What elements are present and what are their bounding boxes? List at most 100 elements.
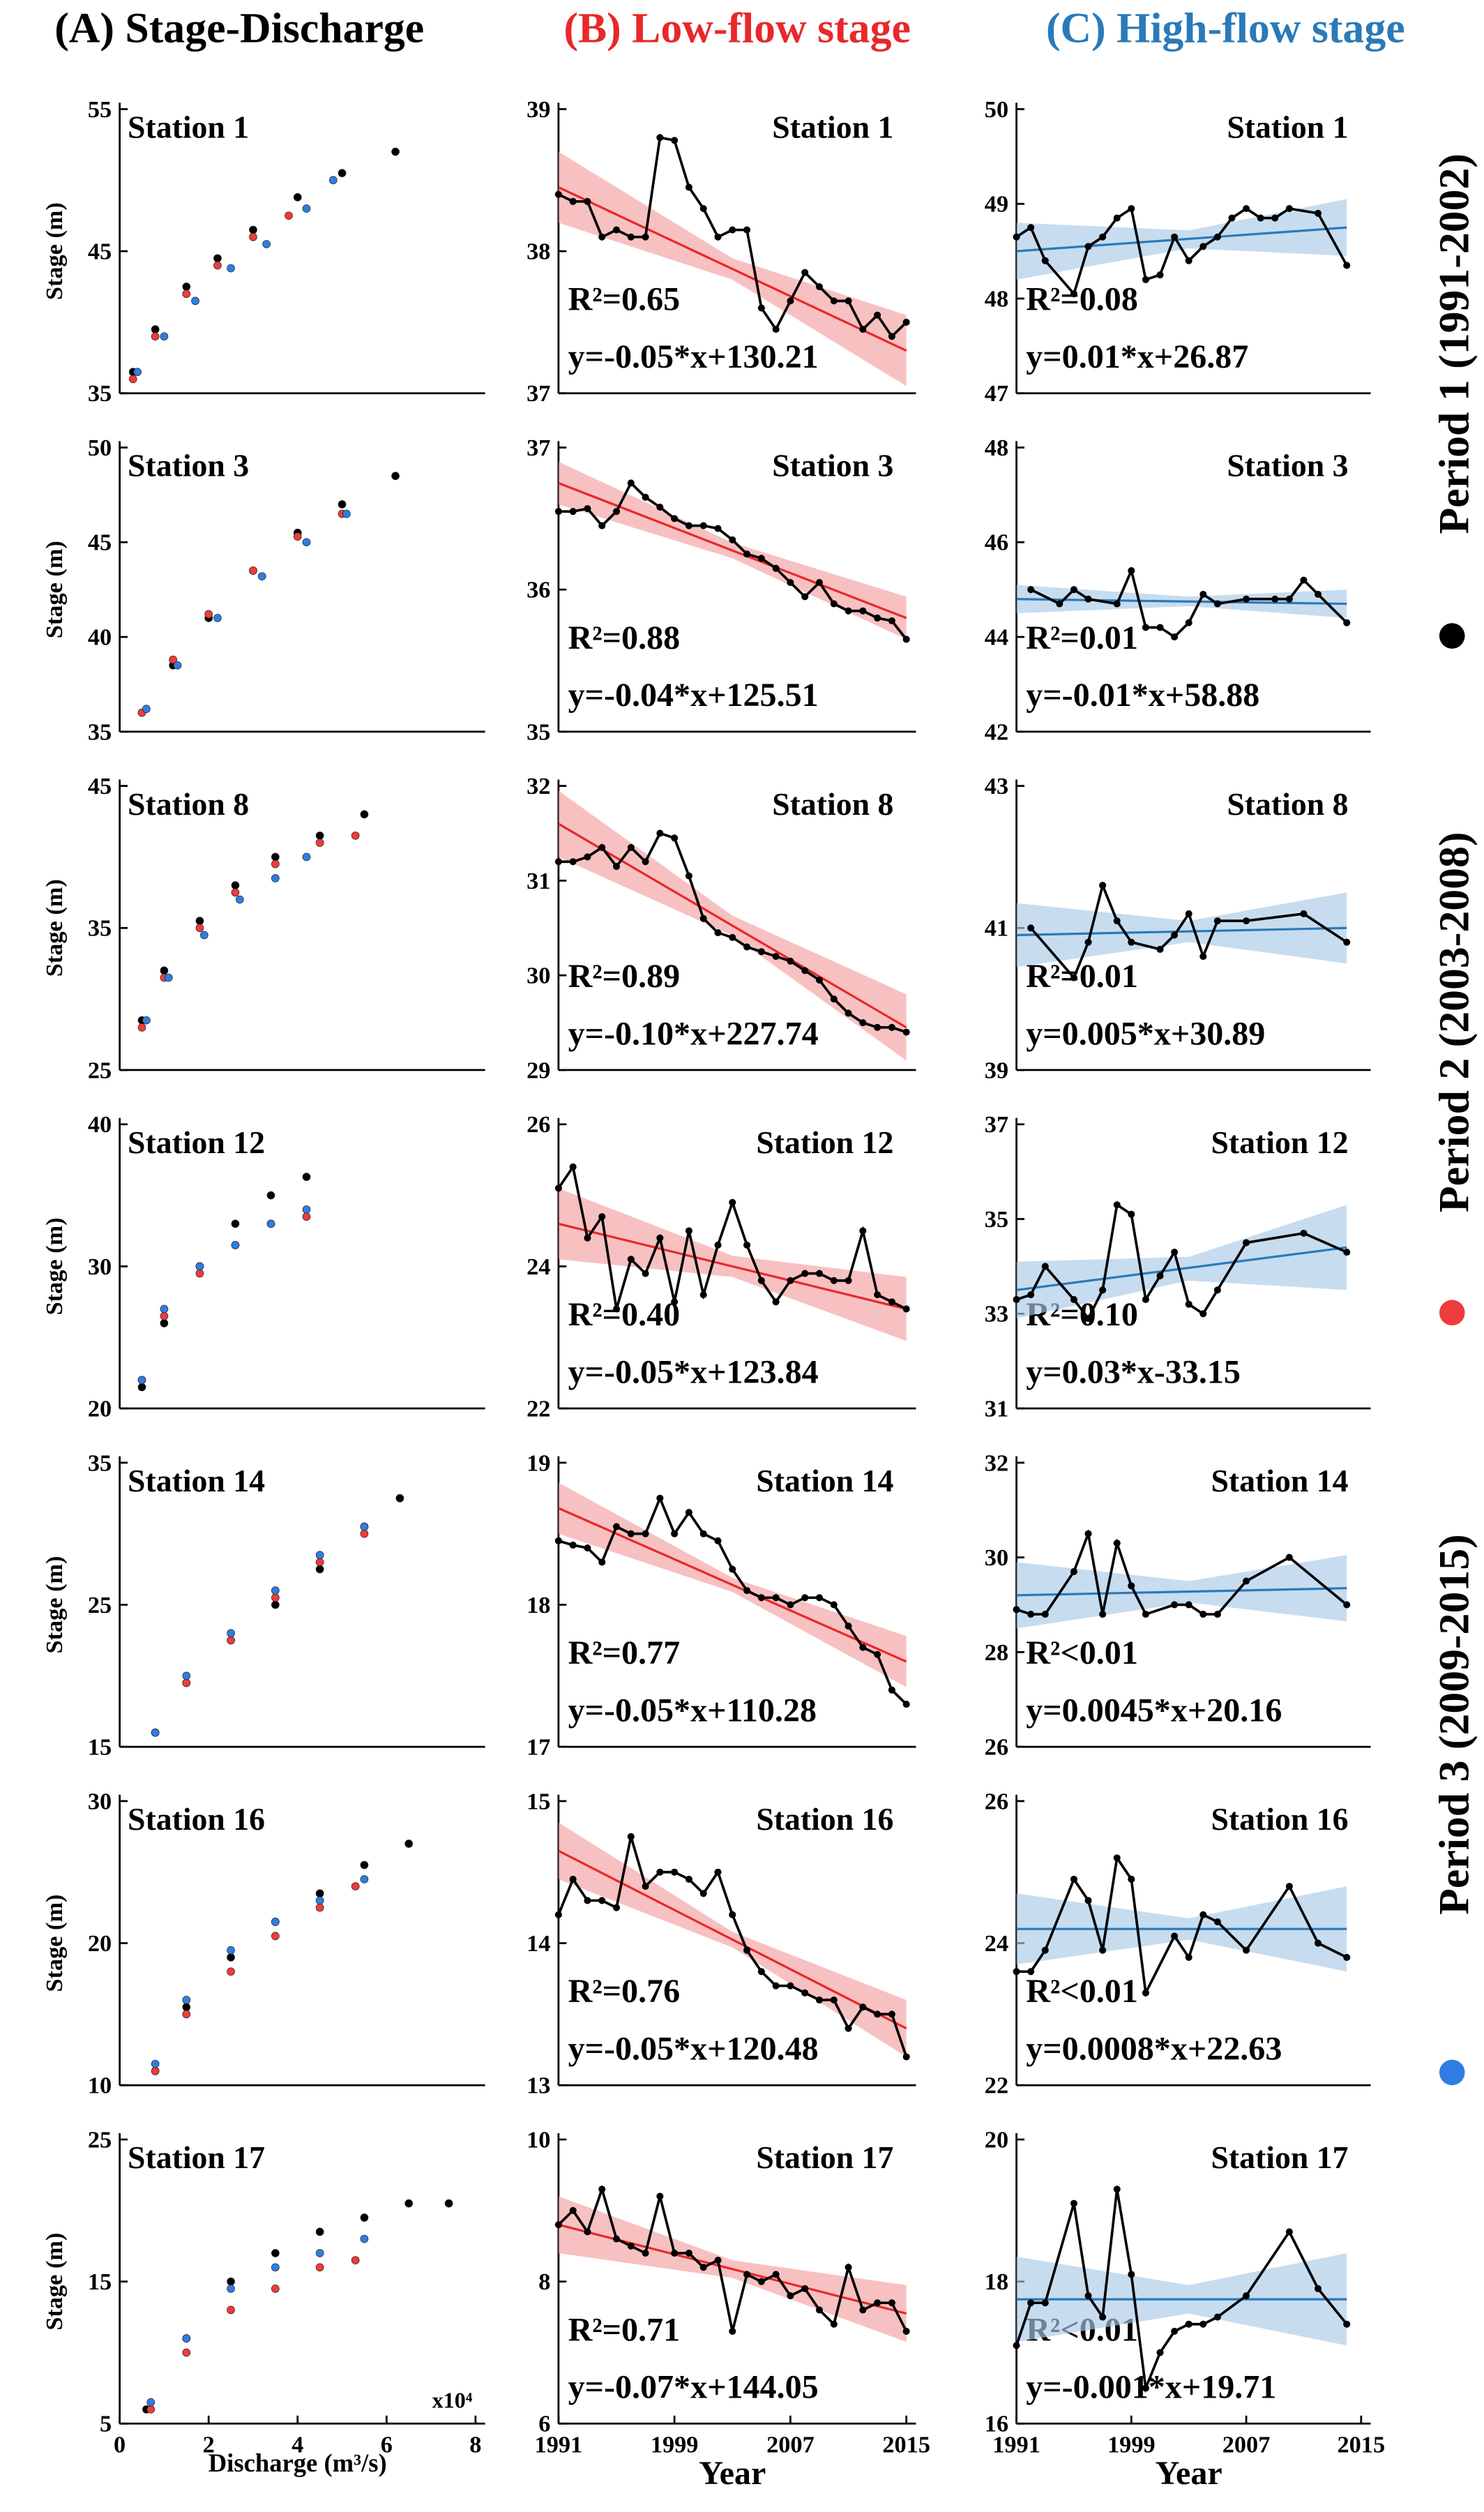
data-point <box>1113 1540 1121 1547</box>
scatter-point <box>360 1522 369 1531</box>
data-point <box>642 1270 649 1277</box>
data-point <box>888 2010 895 2018</box>
data-point <box>1113 1201 1121 1209</box>
scatter-point <box>360 1529 369 1538</box>
y-tick-label: 43 <box>985 773 1008 799</box>
data-point <box>1113 917 1121 925</box>
data-point <box>1243 917 1250 925</box>
data-point <box>1185 1601 1192 1609</box>
y-tick-label: 31 <box>527 868 550 894</box>
scatter-point <box>271 1600 280 1609</box>
y-tick-label: 39 <box>985 1057 1008 1083</box>
panel: 20 30 40 Station 12 Stage (m) <box>41 1111 485 1422</box>
data-point <box>815 1270 824 1277</box>
data-point <box>699 915 707 922</box>
y-tick-label: 49 <box>985 191 1008 218</box>
data-point <box>612 2235 621 2243</box>
data-point <box>830 1996 838 2004</box>
fit-line <box>558 481 907 619</box>
data-point <box>642 233 649 241</box>
data-point <box>902 1305 910 1313</box>
data-point <box>1314 2285 1322 2292</box>
scatter-point <box>160 332 169 341</box>
panel-header: (C) High-flow stage <box>1046 4 1405 52</box>
y-tick-label: 10 <box>88 2073 112 2099</box>
data-point <box>743 1946 751 1954</box>
data-point <box>1099 1946 1107 1954</box>
y-tick-label: 42 <box>985 719 1008 745</box>
data-point <box>888 2299 895 2307</box>
data-point <box>1171 633 1179 641</box>
data-point <box>1271 595 1279 603</box>
data-point <box>859 2306 867 2314</box>
data-point <box>1314 590 1322 599</box>
data-point <box>845 297 852 305</box>
data-point <box>1243 1946 1250 1954</box>
scatter-point <box>315 1889 324 1898</box>
y-tick-label: 24 <box>985 1930 1008 1957</box>
scatter-point <box>444 2199 453 2208</box>
confidence-band <box>1016 892 1347 968</box>
scatter-point <box>231 1219 240 1228</box>
scatter-point <box>338 169 347 177</box>
data-point <box>743 943 751 951</box>
data-point <box>685 872 692 880</box>
y-axis-label: Stage (m) <box>41 1556 68 1653</box>
data-point <box>888 1023 895 1031</box>
data-point <box>1213 600 1221 608</box>
panel: 13 14 15 Station 16 R²=0.76 y=-0.05*x+120.48 <box>527 1788 916 2099</box>
data-point <box>685 1227 692 1235</box>
data-point <box>874 1023 881 1031</box>
scatter-point <box>169 655 177 664</box>
data-point <box>845 2024 852 2032</box>
x-tick-label: 0 <box>114 2431 126 2458</box>
data-point <box>801 1270 809 1277</box>
data-point <box>1142 2384 1149 2392</box>
scatter-point <box>293 193 302 202</box>
scatter-point <box>164 973 173 982</box>
x-tick-label: 8 <box>469 2431 481 2458</box>
data-point <box>569 858 577 866</box>
data-point <box>1113 1854 1121 1862</box>
y-tick-label: 6 <box>538 2411 550 2437</box>
scatter-point <box>137 1376 146 1385</box>
annotation: R²=0.71 <box>568 2311 681 2348</box>
y-tick-label: 18 <box>985 2269 1008 2295</box>
fit-line <box>558 1507 907 1663</box>
fit-line <box>1016 226 1347 253</box>
data-point <box>1142 1989 1149 1996</box>
data-point <box>1084 1530 1092 1537</box>
data-point <box>757 2278 765 2285</box>
data-point <box>612 1523 621 1530</box>
scatter-point <box>391 472 400 481</box>
data-point <box>859 1019 867 1027</box>
data-point <box>656 829 664 837</box>
chart-title: Station 14 <box>1211 1463 1348 1498</box>
y-tick-label: 19 <box>527 1450 550 1476</box>
data-point <box>1185 257 1192 264</box>
data-point <box>584 1897 591 1904</box>
data-point <box>714 233 722 241</box>
y-tick-label: 25 <box>88 1592 112 1618</box>
data-point <box>584 1234 591 1242</box>
data-point <box>902 1700 910 1708</box>
data-point <box>845 1009 852 1017</box>
y-tick-label: 8 <box>538 2269 550 2295</box>
data-point <box>1343 262 1351 269</box>
scatter-point <box>360 810 369 819</box>
data-point <box>1156 945 1164 953</box>
data-point <box>1199 243 1207 250</box>
panel: 5 15 25 0 2 4 6 8 Station 17 Stage (m) Discharge (… <box>41 2126 485 2477</box>
data-point <box>902 2327 910 2335</box>
scatter-point <box>271 2284 280 2293</box>
data-point <box>859 607 867 615</box>
data-point <box>685 183 692 191</box>
data-point <box>859 1644 867 1651</box>
data-point <box>1099 882 1107 889</box>
data-point <box>1156 2349 1164 2356</box>
data-point <box>685 2249 692 2257</box>
data-point <box>830 1601 838 1609</box>
scatter-point <box>360 1860 369 1870</box>
annotation: R²=0.89 <box>568 958 681 995</box>
data-point <box>830 600 838 608</box>
